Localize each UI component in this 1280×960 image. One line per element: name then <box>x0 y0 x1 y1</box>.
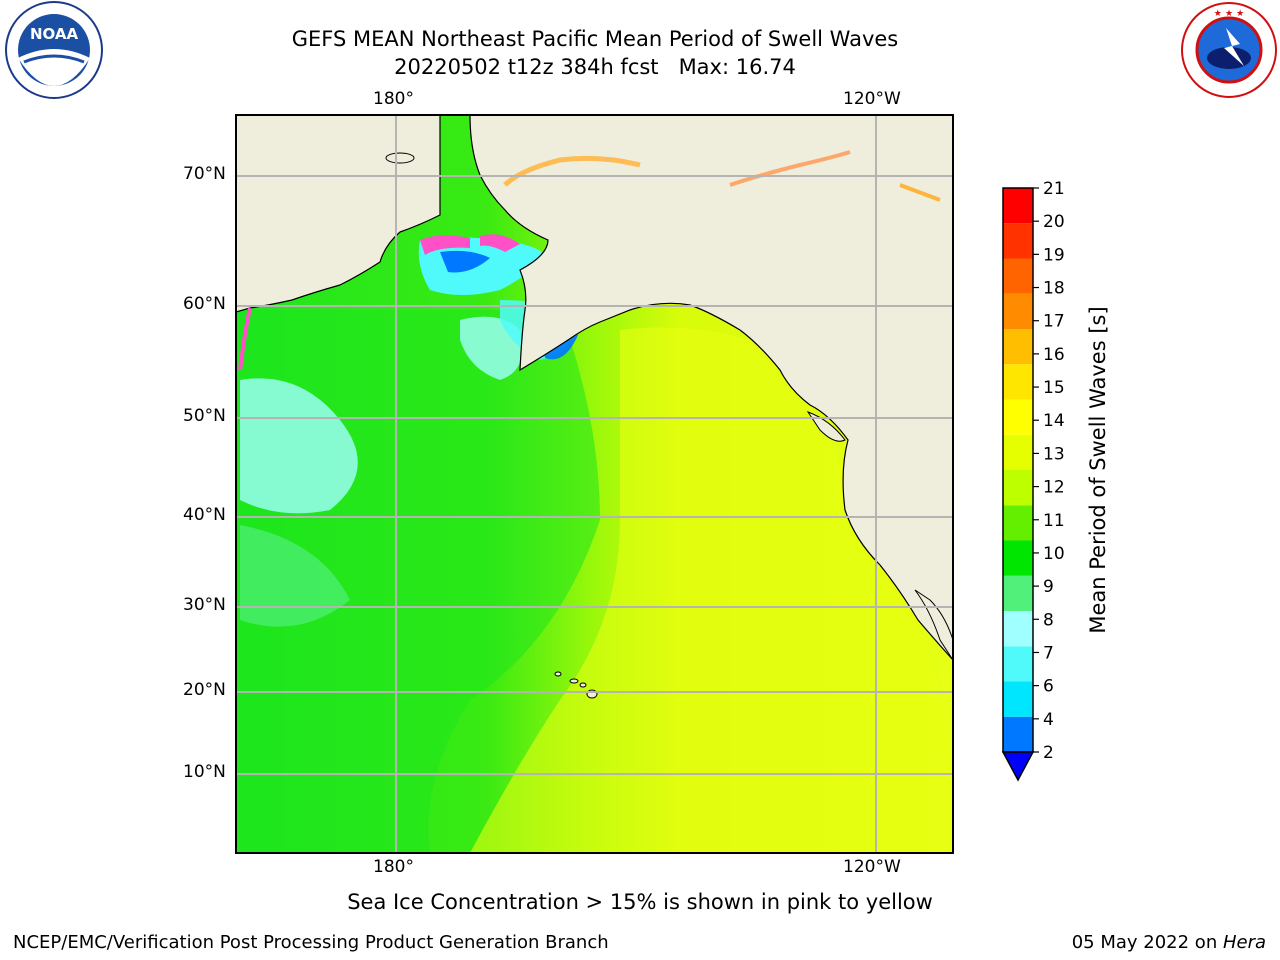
colorbar-swatch <box>1003 399 1033 435</box>
colorbar-tick-label: 7 <box>1043 643 1054 663</box>
colorbar-swatch <box>1003 646 1033 682</box>
colorbar-swatch <box>1003 470 1033 506</box>
colorbar-frame <box>1002 187 1034 753</box>
map-frame <box>235 114 954 854</box>
colorbar-tick-label: 8 <box>1043 610 1054 630</box>
colorbar-tick-label: 11 <box>1043 511 1065 531</box>
colorbar: 2 4 6 7 8 9 10 11 12 13 14 15 16 17 18 19 20 21 <box>1001 180 1065 782</box>
siberia-land <box>236 115 441 313</box>
colorbar-tick-label: 14 <box>1043 411 1065 431</box>
lat-label-70n: 70°N <box>183 164 226 184</box>
colorbar-swatch <box>1003 611 1033 647</box>
colorbar-swatch <box>1003 681 1033 717</box>
colorbar-swatch <box>1003 505 1033 541</box>
colorbar-tick-label: 21 <box>1043 180 1065 199</box>
noaa-logo-text: NOAA <box>30 25 79 43</box>
map-gridlines <box>236 115 953 853</box>
sea-ice-note: Sea Ice Concentration > 15% is shown in … <box>347 890 933 914</box>
colorbar-under-triangle <box>1001 751 1035 782</box>
lat-label-40n: 40°N <box>183 505 226 525</box>
colorbar-tick-label: 9 <box>1043 577 1054 597</box>
colorbar-swatch <box>1003 716 1033 752</box>
lat-label-20n: 20°N <box>183 680 226 700</box>
colorbar-tick-label: 12 <box>1043 478 1065 498</box>
colorbar-swatch <box>1003 258 1033 294</box>
colorbar-tick-label: 20 <box>1043 212 1065 232</box>
colorbar-ticks: 2 4 6 7 8 9 10 11 12 13 14 15 16 17 18 19 20 21 <box>1033 180 1065 763</box>
chart-title: GEFS MEAN Northeast Pacific Mean Period … <box>291 27 899 51</box>
colorbar-swatch <box>1003 188 1033 224</box>
colorbar-tick-label: 17 <box>1043 312 1065 332</box>
colorbar-tick-label: 13 <box>1043 444 1065 464</box>
lat-label-10n: 10°N <box>183 762 226 782</box>
footer-date: 05 May 2022 on Hera <box>1072 932 1266 953</box>
lon-label-bottom-120w: 120°W <box>843 857 901 877</box>
footer-date-text: 05 May 2022 on <box>1071 932 1223 953</box>
colorbar-swatch <box>1003 223 1033 259</box>
colorbar-label: Mean Period of Swell Waves [s] <box>1086 306 1110 634</box>
colorbar-swatch <box>1003 575 1033 611</box>
colorbar-tick-label: 6 <box>1043 677 1054 697</box>
chart-subtitle: 20220502 t12z 384h fcst Max: 16.74 <box>394 55 796 79</box>
lat-label-60n: 60°N <box>183 294 226 314</box>
colorbar-swatch <box>1003 364 1033 400</box>
colorbar-tick-label: 15 <box>1043 378 1065 398</box>
colorbar-swatch <box>1003 540 1033 576</box>
lon-label-top-120w: 120°W <box>843 89 901 109</box>
colorbar-swatch <box>1003 434 1033 470</box>
noaa-logo: NOAA <box>5 1 103 99</box>
colorbar-swatches <box>1003 188 1033 752</box>
lon-label-top-180: 180° <box>373 89 414 109</box>
colorbar-tick-label: 10 <box>1043 544 1065 564</box>
lat-label-50n: 50°N <box>183 406 226 426</box>
colorbar-swatch <box>1003 329 1033 365</box>
colorbar-tick-label: 19 <box>1043 245 1065 265</box>
national-weather-service-logo: ★ ★ ★ <box>1181 2 1277 98</box>
footer-machine: Hera <box>1222 932 1266 953</box>
lon-label-bottom-180: 180° <box>373 857 414 877</box>
colorbar-tick-label: 16 <box>1043 345 1065 365</box>
colorbar-tick-label: 18 <box>1043 279 1065 299</box>
svg-text:★ ★ ★: ★ ★ ★ <box>1214 9 1244 19</box>
colorbar-tick-label: 4 <box>1043 710 1054 730</box>
footer-credit: NCEP/EMC/Verification Post Processing Pr… <box>13 932 609 953</box>
colorbar-tick-label: 2 <box>1043 743 1054 763</box>
lat-label-30n: 30°N <box>183 595 226 615</box>
colorbar-swatch <box>1003 293 1033 329</box>
